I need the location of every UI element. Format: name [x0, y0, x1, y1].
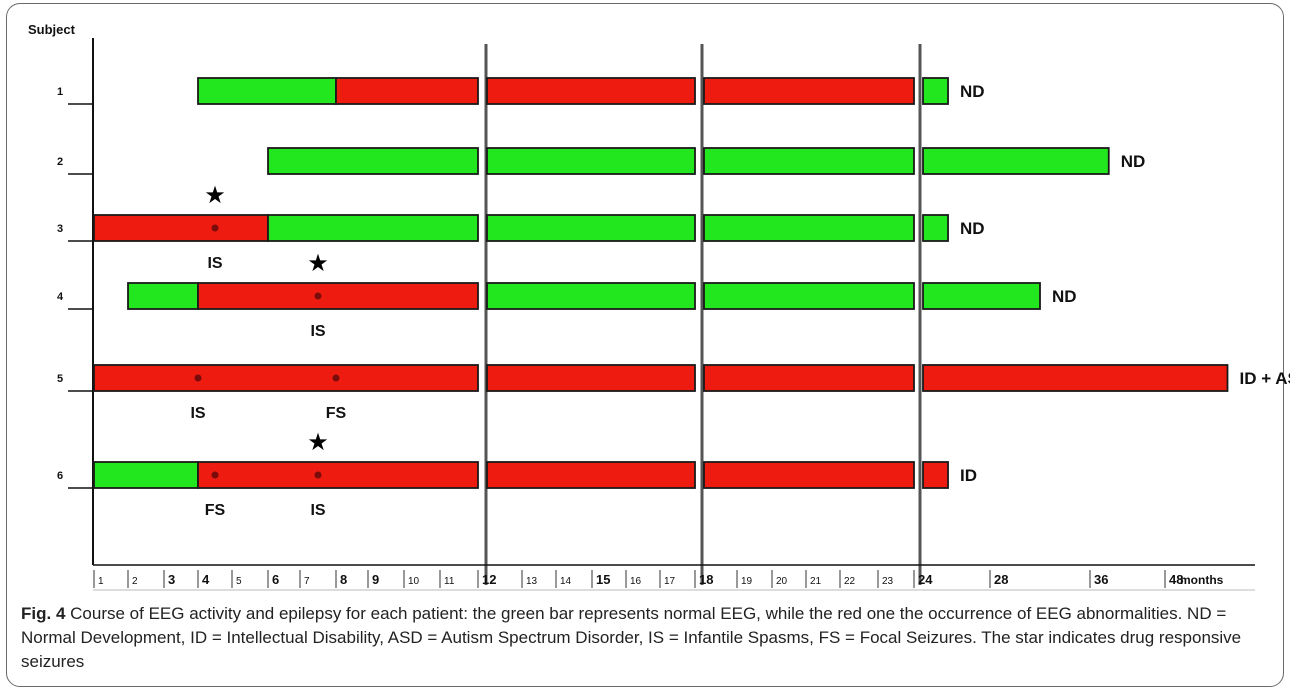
normal-eeg-bar [197, 77, 337, 105]
x-tick-label: 2 [132, 576, 138, 587]
y-axis-label: Subject [28, 22, 76, 37]
seizure-type-label: IS [207, 255, 222, 272]
x-tick-label: 7 [304, 576, 310, 587]
abnormal-eeg-bar [922, 364, 1229, 392]
x-tick-label: 13 [526, 576, 538, 587]
normal-eeg-bar [703, 282, 915, 310]
x-tick-label: 19 [741, 576, 753, 587]
abnormal-eeg-bar [93, 364, 479, 392]
normal-eeg-bar [922, 147, 1110, 175]
x-tick-label: 48 [1169, 572, 1183, 587]
abnormal-eeg-bar [703, 77, 915, 105]
caption-text: Course of EEG activity and epilepsy for … [21, 604, 1242, 671]
eeg-timeline-chart: Subject 1 ND 2 ND 3 ND IS ★ 4 ND IS ★ 5 ID + ASD IS FS 6 I… [28, 22, 1290, 591]
seizure-event-dot [194, 374, 202, 382]
x-tick-label: 16 [630, 576, 642, 587]
normal-eeg-bar [703, 214, 915, 242]
subject-label: 5 [57, 373, 63, 385]
seizure-event-dot [211, 471, 219, 479]
drug-responsive-star: ★ [307, 249, 329, 277]
x-tick-label: 24 [918, 572, 933, 587]
abnormal-eeg-bar [703, 461, 915, 489]
seizure-type-label: IS [310, 323, 325, 340]
abnormal-eeg-bar [486, 77, 696, 105]
figure-frame [6, 3, 1284, 687]
normal-eeg-bar [267, 214, 479, 242]
normal-eeg-bar [922, 282, 1041, 310]
seizure-type-label: FS [205, 502, 226, 519]
abnormal-eeg-bar [197, 282, 479, 310]
normal-eeg-bar [127, 282, 199, 310]
x-tick-label: 23 [882, 576, 894, 587]
abnormal-eeg-bar [922, 461, 949, 489]
drug-responsive-star: ★ [307, 428, 329, 456]
seizure-type-label: IS [310, 502, 325, 519]
abnormal-eeg-bar [93, 214, 269, 242]
x-tick-label: 21 [810, 576, 822, 587]
outcome-label: ND [1052, 287, 1077, 306]
abnormal-eeg-bar [486, 364, 696, 392]
x-tick-label: 1 [98, 576, 104, 587]
seizure-type-label: IS [190, 405, 205, 422]
normal-eeg-bar [486, 147, 696, 175]
x-tick-label: 28 [994, 572, 1008, 587]
outcome-label: ID [960, 466, 977, 485]
drug-responsive-star: ★ [204, 181, 226, 209]
x-tick-label: 15 [596, 572, 610, 587]
normal-eeg-bar [486, 214, 696, 242]
outcome-label: ND [960, 82, 985, 101]
x-tick-label: 8 [340, 572, 347, 587]
x-tick-label: 14 [560, 576, 572, 587]
x-tick-label: 22 [844, 576, 856, 587]
seizure-event-dot [332, 374, 340, 382]
x-tick-label: 18 [699, 572, 713, 587]
figure-caption: Fig. 4 Course of EEG activity and epilep… [21, 602, 1271, 674]
x-tick-label: 10 [408, 576, 420, 587]
x-tick-label: 6 [272, 572, 279, 587]
subject-label: 4 [57, 291, 64, 303]
x-tick-label: 12 [482, 572, 496, 587]
normal-eeg-bar [922, 214, 949, 242]
abnormal-eeg-bar [703, 364, 915, 392]
subject-label: 1 [57, 86, 63, 98]
x-tick-label: 4 [202, 572, 210, 587]
normal-eeg-bar [922, 77, 949, 105]
x-tick-label: 20 [776, 576, 788, 587]
x-tick-label: 36 [1094, 572, 1108, 587]
outcome-label: ND [960, 219, 985, 238]
seizure-event-dot [314, 292, 322, 300]
outcome-label: ID + ASD [1240, 369, 1290, 388]
abnormal-eeg-bar [197, 461, 479, 489]
normal-eeg-bar [486, 282, 696, 310]
subject-label: 6 [57, 470, 63, 482]
subject-label: 2 [57, 156, 63, 168]
x-tick-label: 9 [372, 572, 379, 587]
normal-eeg-bar [267, 147, 479, 175]
x-axis-label: months [1180, 573, 1224, 587]
abnormal-eeg-bar [486, 461, 696, 489]
normal-eeg-bar [93, 461, 199, 489]
seizure-event-dot [211, 224, 219, 232]
abnormal-eeg-bar [335, 77, 479, 105]
figure-label: Fig. 4 [21, 604, 66, 623]
normal-eeg-bar [703, 147, 915, 175]
x-tick-label: 3 [168, 572, 175, 587]
seizure-type-label: FS [326, 405, 347, 422]
outcome-label: ND [1121, 152, 1146, 171]
x-tick-label: 5 [236, 576, 242, 587]
seizure-event-dot [314, 471, 322, 479]
x-tick-label: 17 [664, 576, 676, 587]
x-tick-label: 11 [444, 576, 455, 587]
subject-label: 3 [57, 223, 63, 235]
